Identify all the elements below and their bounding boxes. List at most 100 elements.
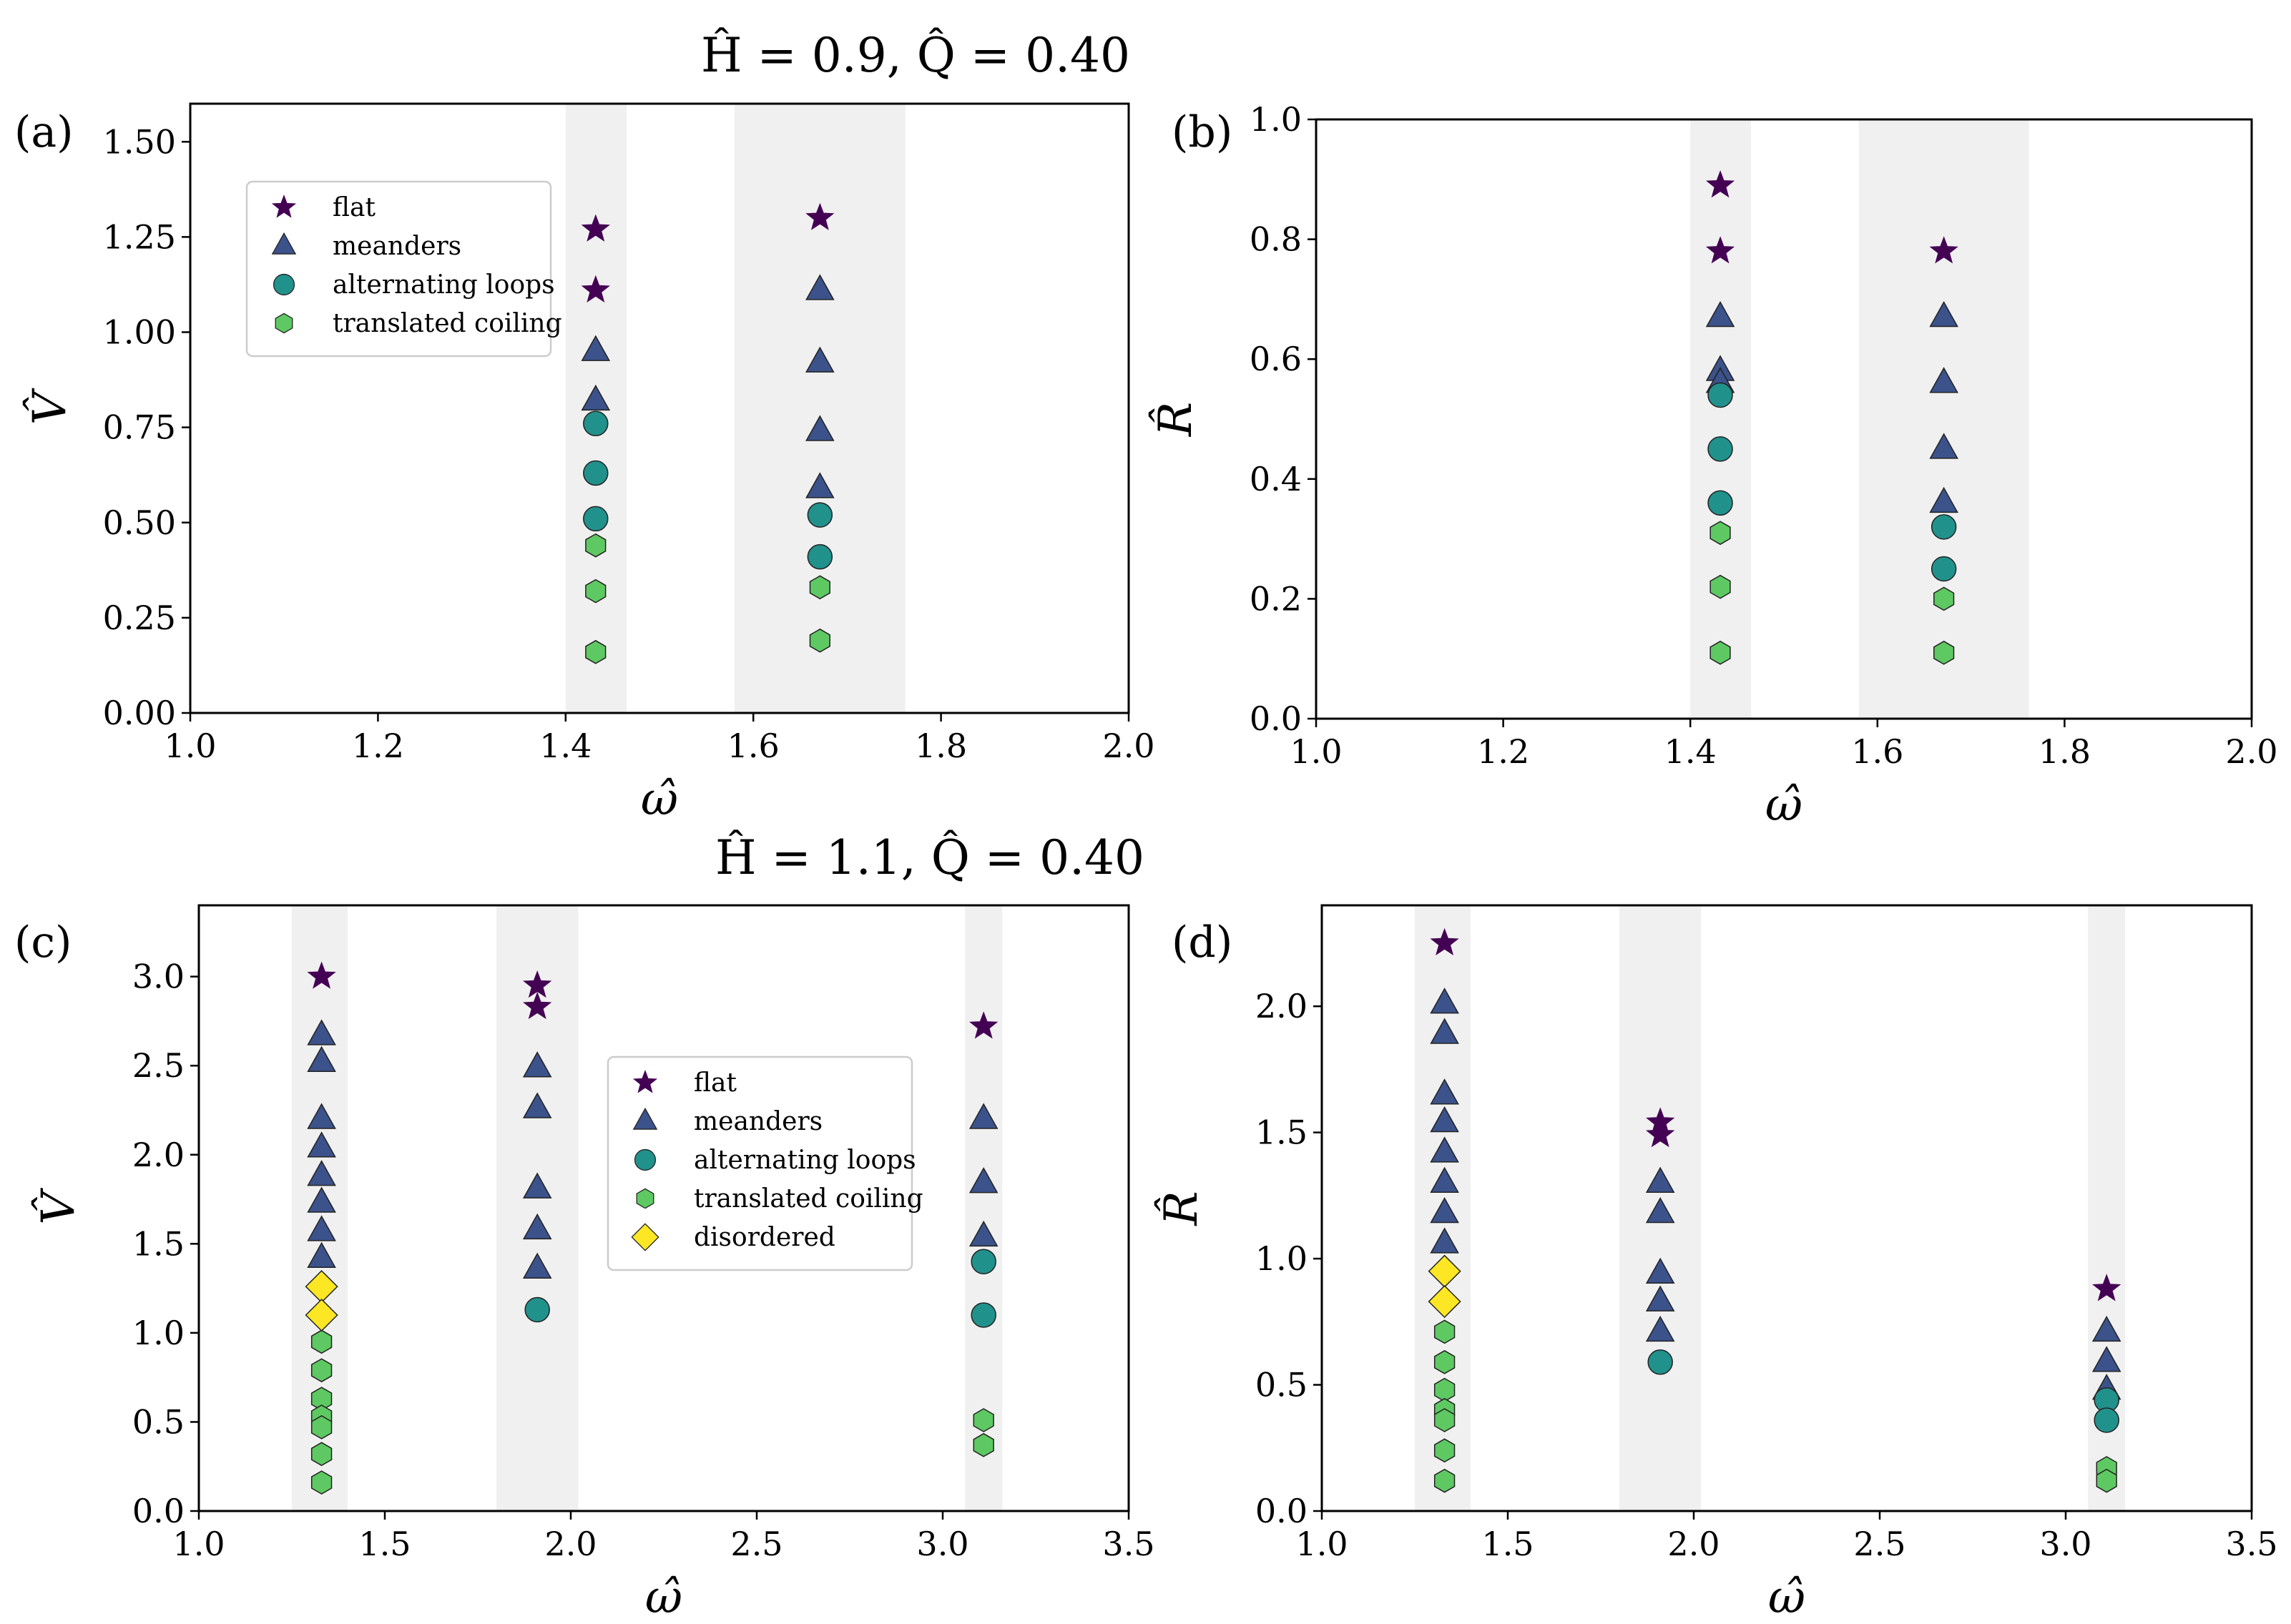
flat-star bbox=[805, 202, 835, 230]
translated-coiling-hexagon bbox=[1709, 640, 1731, 665]
flat-star bbox=[1705, 170, 1735, 198]
legend-label: alternating loops bbox=[333, 270, 555, 300]
legend-label: flat bbox=[333, 193, 376, 222]
x-axis-label: ω̂ bbox=[645, 1571, 682, 1624]
legend-meander-triangle bbox=[632, 1107, 658, 1130]
flat-star bbox=[581, 214, 610, 242]
disordered-diamond bbox=[1428, 1285, 1461, 1319]
alternating-loop-circle bbox=[583, 460, 609, 486]
legend-flat-star bbox=[632, 1069, 658, 1093]
meander-triangle bbox=[1430, 1106, 1459, 1133]
meander-triangle bbox=[522, 1252, 552, 1279]
axes-frame bbox=[1315, 118, 2253, 720]
x-tick-label: 1.0 bbox=[1290, 732, 1342, 771]
x-tick-label: 1.8 bbox=[2039, 732, 2091, 771]
x-axis-label: ω̂ bbox=[1768, 1571, 1805, 1624]
y-tick-label: 1.0 bbox=[132, 1314, 185, 1352]
alternating-loop-circle bbox=[583, 410, 609, 437]
x-tick-label: 3.0 bbox=[2039, 1525, 2091, 1563]
x-tick-label: 1.8 bbox=[915, 727, 967, 765]
panel-a: 1.0 1.2 1.4 1.6 1.8 2.0 0.00 0.25 0.50 0.75 1.00 1.… bbox=[14, 102, 1155, 826]
x-tick-label: 2.0 bbox=[544, 1525, 597, 1563]
translated-coiling-hexagon bbox=[310, 1329, 333, 1354]
y-axis-label: R̂ bbox=[1154, 1191, 1208, 1226]
x-tick-label: 3.0 bbox=[916, 1525, 968, 1563]
y-axis-label: V̂ bbox=[31, 1188, 85, 1225]
panel-label: (c) bbox=[14, 917, 72, 968]
meander-triangle bbox=[1645, 1315, 1675, 1342]
panel-c: 1.0 1.5 2.0 2.5 3.0 3.5 0.0 0.5 1.0 1.5 2.0 2.5 3.0 ω… bbox=[14, 904, 1155, 1624]
translated-coiling-hexagon bbox=[310, 1415, 333, 1440]
alternating-loop-circle bbox=[1707, 382, 1733, 408]
alternating-loop-circle bbox=[2094, 1407, 2119, 1433]
x-tick-label: 2.0 bbox=[1102, 727, 1154, 765]
meander-triangle bbox=[307, 1160, 336, 1186]
meander-triangle bbox=[1929, 433, 1958, 459]
legend-box bbox=[245, 180, 552, 358]
y-tick-label: 0.0 bbox=[1255, 1492, 1308, 1530]
meander-triangle bbox=[1645, 1257, 1675, 1284]
meander-triangle bbox=[1430, 1136, 1459, 1163]
legend-label: alternating loops bbox=[694, 1146, 916, 1175]
x-tick-label: 2.5 bbox=[1853, 1525, 1905, 1563]
legend-translated-coiling-hexagon bbox=[275, 313, 293, 334]
alternating-loop-circle bbox=[807, 502, 833, 528]
x-tick-label: 1.4 bbox=[1664, 732, 1717, 771]
alternating-loop-circle bbox=[807, 543, 833, 570]
x-tick-label: 2.0 bbox=[1667, 1525, 1720, 1563]
meander-triangle bbox=[1929, 301, 1958, 328]
y-tick-label: 1.50 bbox=[103, 122, 176, 161]
axes-frame bbox=[1320, 904, 2253, 1512]
alternating-loop-circle bbox=[1707, 490, 1733, 516]
y-tick-label: 0.6 bbox=[1250, 340, 1302, 378]
meander-triangle bbox=[307, 1241, 336, 1269]
y-tick-label: 0.00 bbox=[103, 694, 176, 732]
x-tick-label: 3.5 bbox=[2225, 1525, 2277, 1563]
y-tick-label: 0.50 bbox=[103, 503, 176, 542]
translated-coiling-hexagon bbox=[585, 639, 607, 664]
meander-triangle bbox=[805, 415, 835, 441]
legend-box bbox=[607, 1055, 913, 1271]
flat-star bbox=[523, 970, 552, 998]
panel-label: (d) bbox=[1172, 917, 1232, 968]
x-tick-label: 1.0 bbox=[172, 1525, 225, 1563]
legend: flat meanders alternating loops translated … bbox=[607, 1055, 923, 1271]
x-tick-label: 1.6 bbox=[1851, 732, 1903, 771]
translated-coiling-hexagon bbox=[1433, 1408, 1456, 1432]
translated-coiling-hexagon bbox=[310, 1358, 333, 1383]
x-axis-label: ω̂ bbox=[1765, 779, 1802, 832]
y-tick-label: 2.0 bbox=[132, 1136, 185, 1174]
legend-meander-triangle bbox=[271, 232, 297, 255]
y-tick-label: 2.0 bbox=[1255, 987, 1308, 1025]
flat-star bbox=[1646, 1120, 1675, 1148]
alternating-loop-circle bbox=[971, 1249, 996, 1274]
meander-triangle bbox=[307, 1103, 336, 1129]
x-tick-label: 1.5 bbox=[358, 1525, 411, 1563]
x-tick-label: 1.2 bbox=[352, 727, 404, 765]
legend-label: meanders bbox=[333, 232, 461, 261]
meander-triangle bbox=[522, 1051, 552, 1078]
legend-disordered-diamond bbox=[631, 1223, 659, 1251]
x-tick-label: 1.5 bbox=[1481, 1525, 1534, 1563]
axes-frame bbox=[189, 102, 1130, 714]
legend-flat-star bbox=[271, 195, 297, 218]
translated-coiling-hexagon bbox=[1433, 1319, 1456, 1344]
alternating-loop-circle bbox=[1647, 1349, 1673, 1375]
legend-alternating-loop-circle bbox=[273, 273, 295, 296]
translated-coiling-hexagon bbox=[809, 575, 830, 600]
flat-star bbox=[581, 275, 610, 303]
y-tick-label: 1.0 bbox=[1250, 100, 1302, 139]
meander-triangle bbox=[581, 384, 611, 411]
meander-triangle bbox=[1430, 1078, 1459, 1105]
shaded-band bbox=[734, 104, 906, 713]
alternating-loop-circle bbox=[583, 506, 609, 532]
y-axis-label: V̂ bbox=[23, 388, 77, 425]
x-tick-label: 1.0 bbox=[164, 727, 216, 765]
meander-triangle bbox=[805, 472, 835, 498]
alternating-loop-circle bbox=[971, 1302, 996, 1328]
disordered-diamond bbox=[305, 1298, 338, 1332]
translated-coiling-hexagon bbox=[973, 1432, 994, 1457]
suptitle-top: Ĥ = 0.9, Q̂ = 0.40 bbox=[701, 28, 1130, 83]
y-tick-label: 0.75 bbox=[103, 408, 176, 447]
